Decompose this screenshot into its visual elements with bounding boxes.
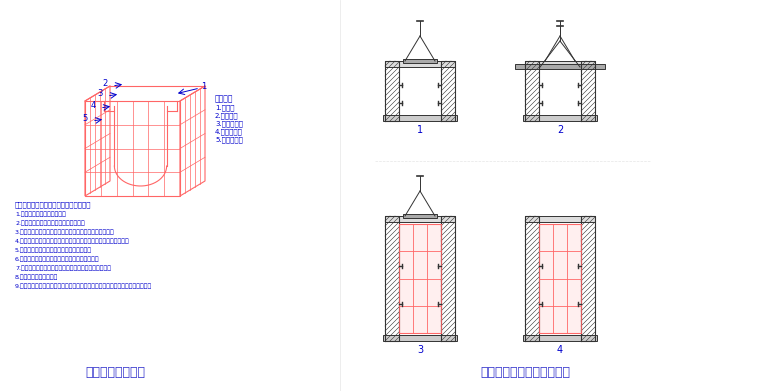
Text: 4.方钢截止管: 4.方钢截止管	[215, 128, 243, 135]
Bar	[581, 216, 595, 341]
Text: 1.面积套: 1.面积套	[215, 104, 235, 111]
Text: 6.拆除海部，收拿荣模四角，使荣模脱离纸墙体；: 6.拆除海部，收拿荣模四角，使荣模脱离纸墙体；	[15, 256, 100, 262]
Bar	[525, 61, 539, 121]
Bar	[525, 61, 595, 67]
Bar	[403, 59, 437, 63]
Bar	[385, 216, 399, 341]
Text: 电梯井操作平台及荣模配前使用工艺步骤: 电梯井操作平台及荣模配前使用工艺步骤	[15, 201, 91, 208]
Bar	[523, 335, 597, 341]
Text: 2.三角铁链: 2.三角铁链	[215, 112, 239, 118]
Bar	[385, 61, 455, 67]
Text: 2.收拢荣模四角，削掉模刨，准备吊运；: 2.收拢荣模四角，削掉模刨，准备吊运；	[15, 221, 85, 226]
Bar	[403, 214, 437, 218]
Bar	[441, 216, 455, 341]
Text: 8.起移电梯井操作平台；: 8.起移电梯井操作平台；	[15, 274, 59, 280]
Bar	[523, 115, 597, 121]
Bar	[383, 115, 457, 121]
Text: 2: 2	[557, 125, 563, 135]
Text: 4: 4	[557, 345, 563, 355]
Text: 4: 4	[90, 101, 96, 110]
Bar	[385, 216, 455, 222]
Text: 2: 2	[103, 79, 108, 88]
Text: 7.沟模吊高两角，途塑荣模，削掉模刨，准备折尺吊运；: 7.沟模吊高两角，途塑荣模，削掉模刨，准备折尺吊运；	[15, 265, 111, 271]
Text: 5.铺木底分模: 5.铺木底分模	[215, 136, 243, 143]
Text: 3: 3	[417, 345, 423, 355]
Text: 3: 3	[97, 89, 103, 98]
Bar	[399, 224, 441, 333]
Text: 图示说明: 图示说明	[215, 94, 233, 103]
Bar	[383, 335, 457, 341]
Bar	[539, 224, 581, 333]
Text: 5.张开荣模四角，上至穿墙螺检，混液涂休；: 5.张开荣模四角，上至穿墙螺检，混液涂休；	[15, 248, 92, 253]
Bar	[385, 61, 399, 121]
Text: 9.电梯井操作平台支撑自动弹入预留孔，调节平台高度及水平，进入下一层施工。: 9.电梯井操作平台支撑自动弹入预留孔，调节平台高度及水平，进入下一层施工。	[15, 283, 152, 289]
Text: 1.现场组装荣模呈拆开状态；: 1.现场组装荣模呈拆开状态；	[15, 212, 66, 217]
Bar	[515, 64, 605, 69]
Text: 1: 1	[417, 125, 423, 135]
Text: 5: 5	[83, 114, 88, 123]
Text: 电梯井筒模示意图: 电梯井筒模示意图	[85, 366, 145, 379]
Text: 1: 1	[201, 82, 206, 91]
Bar	[525, 216, 595, 222]
Text: 3.通过预埋孔吊运组运电梯井操作平台，调干高度及水平；: 3.通过预埋孔吊运组运电梯井操作平台，调干高度及水平；	[15, 230, 115, 235]
Text: 电梯井移动操作平台示意图: 电梯井移动操作平台示意图	[480, 366, 570, 379]
Bar	[441, 61, 455, 121]
Text: 3.方钢截止管: 3.方钢截止管	[215, 120, 243, 127]
Text: 4.转孔墙体锁固，支模板，插入穿墙螺栓，预留预埋孔，移入荣模；: 4.转孔墙体锁固，支模板，插入穿墙螺栓，预留预埋孔，移入荣模；	[15, 239, 130, 244]
Bar	[525, 216, 539, 341]
Bar	[581, 61, 595, 121]
